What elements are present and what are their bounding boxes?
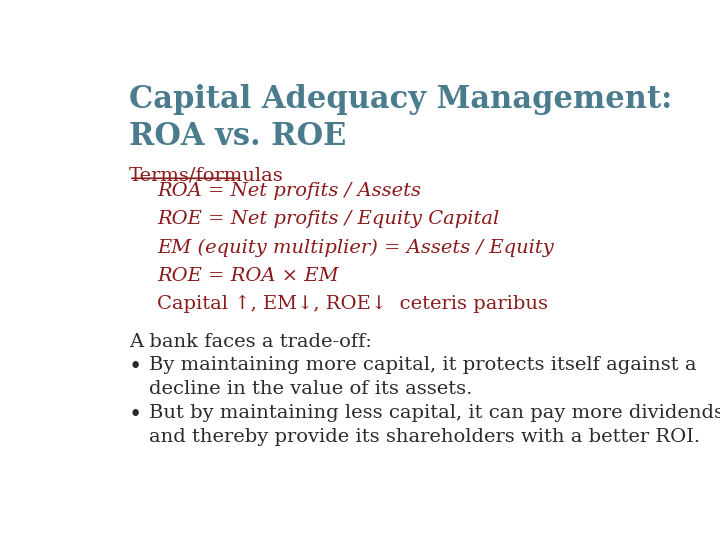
Text: By maintaining more capital, it protects itself against a
decline in the value o: By maintaining more capital, it protects… [148,356,696,398]
Text: ROA = Net profits / Assets: ROA = Net profits / Assets [157,182,421,200]
Text: EM (equity multiplier) = Assets / Equity: EM (equity multiplier) = Assets / Equity [157,239,554,257]
Text: ROE = Net profits / Equity Capital: ROE = Net profits / Equity Capital [157,211,499,228]
Text: •: • [129,404,143,426]
Text: ROE = ROA × EM: ROE = ROA × EM [157,267,338,285]
Text: Terms/formulas: Terms/formulas [129,167,284,185]
Text: •: • [129,356,143,378]
Text: ROA vs. ROE: ROA vs. ROE [129,121,346,152]
Text: A bank faces a trade-off:: A bank faces a trade-off: [129,333,372,351]
Text: Capital ↑, EM↓, ROE↓  ceteris paribus: Capital ↑, EM↓, ROE↓ ceteris paribus [157,295,548,313]
Text: Capital Adequacy Management:: Capital Adequacy Management: [129,84,672,114]
Text: But by maintaining less capital, it can pay more dividends
and thereby provide i: But by maintaining less capital, it can … [148,404,720,446]
